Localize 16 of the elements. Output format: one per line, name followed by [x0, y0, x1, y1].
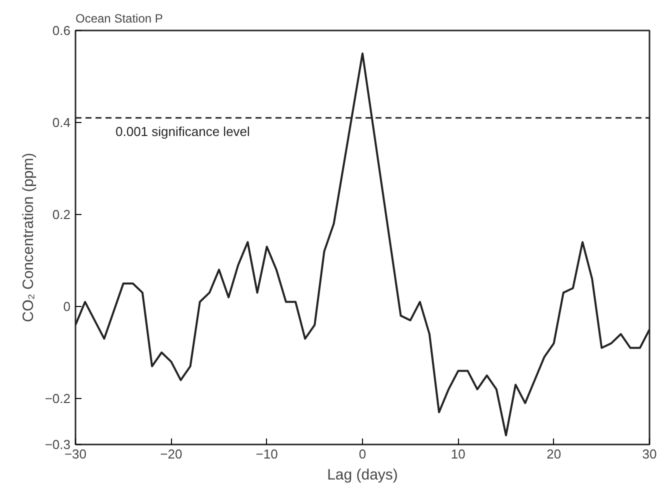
x-axis-title: Lag (days) [327, 466, 398, 484]
chart-title: Ocean Station P [76, 12, 163, 26]
x-tick-label: 30 [642, 446, 657, 462]
x-tick-label: 10 [450, 446, 466, 462]
y-tick-label: −0.3 [44, 437, 71, 452]
y-tick-label: 0.4 [52, 115, 71, 130]
x-tick-label: 0 [358, 446, 366, 462]
y-tick-label: 0.6 [52, 23, 71, 38]
y-tick-label: −0.2 [44, 391, 71, 406]
x-tick-label: −10 [256, 446, 278, 462]
y-tick-label: 0 [63, 299, 71, 314]
y-axis-title: CO₂ Concentration (ppm) [20, 152, 37, 322]
x-tick-label: 20 [546, 446, 562, 462]
x-tick-label: −20 [160, 446, 182, 462]
y-tick-label: 0.2 [52, 207, 71, 222]
ref-line-label: 0.001 significance level [116, 124, 250, 139]
